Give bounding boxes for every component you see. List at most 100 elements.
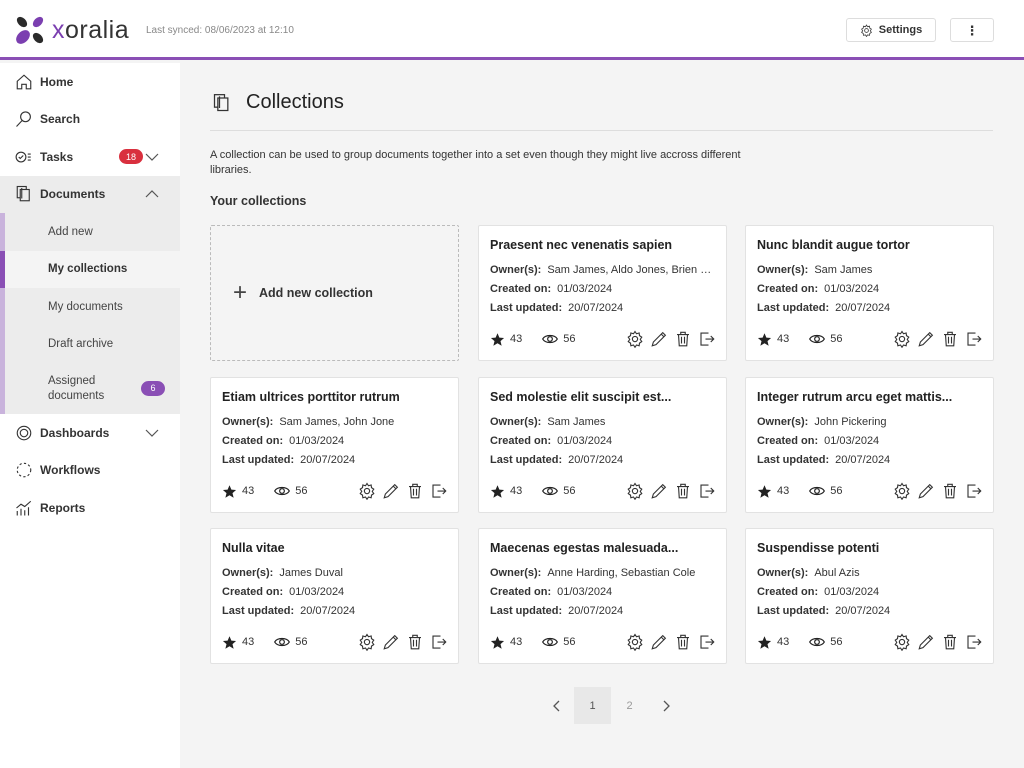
collection-card[interactable]: Nunc blandit augue tortor Owner(s): Sam J… bbox=[745, 225, 994, 361]
previous-page-button[interactable] bbox=[537, 687, 574, 724]
add-collection-button[interactable]: + Add new collection bbox=[210, 225, 459, 361]
edit-icon[interactable] bbox=[917, 482, 935, 500]
sidebar-item-reports[interactable]: Reports bbox=[0, 489, 180, 527]
sidebar-item-search[interactable]: Search bbox=[0, 101, 180, 139]
open-icon[interactable] bbox=[698, 633, 716, 651]
star-count[interactable]: 43 bbox=[222, 635, 254, 650]
trash-icon[interactable] bbox=[941, 633, 959, 651]
collection-title[interactable]: Suspendisse potenti bbox=[757, 541, 880, 555]
star-count[interactable]: 43 bbox=[757, 332, 789, 347]
gear-icon[interactable] bbox=[626, 330, 644, 348]
sidebar-item-documents[interactable]: Documents bbox=[0, 176, 180, 214]
sidebar-item-tasks[interactable]: Tasks 18 bbox=[0, 138, 180, 176]
workflow-icon bbox=[16, 462, 32, 478]
trash-icon[interactable] bbox=[406, 482, 424, 500]
edit-icon[interactable] bbox=[382, 633, 400, 651]
page-title-text: Collections bbox=[246, 91, 344, 113]
gear-icon[interactable] bbox=[626, 633, 644, 651]
sidebar-subitem-draft-archive[interactable]: Draft archive bbox=[0, 325, 180, 363]
collection-card[interactable]: Maecenas egestas malesuada... Owner(s): A… bbox=[478, 528, 727, 664]
star-count[interactable]: 43 bbox=[490, 484, 522, 499]
gear-icon[interactable] bbox=[893, 482, 911, 500]
collection-card[interactable]: Nulla vitae Owner(s): James Duval Created… bbox=[210, 528, 459, 664]
tasks-count-badge: 18 bbox=[119, 149, 143, 165]
owners-row: Owner(s): Abul Azis bbox=[757, 567, 860, 579]
open-icon[interactable] bbox=[698, 482, 716, 500]
header: xoralia Last synced: 08/06/2023 at 12:10… bbox=[0, 0, 1024, 60]
owners-row: Owner(s): James Duval bbox=[222, 567, 343, 579]
owners-row: Owner(s): Anne Harding, Sebastian Cole bbox=[490, 567, 696, 579]
edit-icon[interactable] bbox=[650, 330, 668, 348]
open-icon[interactable] bbox=[965, 482, 983, 500]
collection-title[interactable]: Nulla vitae bbox=[222, 541, 285, 555]
collection-card[interactable]: Sed molestie elit suscipit est... Owner(… bbox=[478, 377, 727, 513]
edit-icon[interactable] bbox=[382, 482, 400, 500]
card-footer: 43 56 bbox=[757, 330, 983, 348]
sidebar-subitem-add-new[interactable]: Add new bbox=[0, 213, 180, 251]
trash-icon[interactable] bbox=[406, 633, 424, 651]
edit-icon[interactable] bbox=[917, 633, 935, 651]
trash-icon[interactable] bbox=[941, 482, 959, 500]
sidebar-subitem-my-documents[interactable]: My documents bbox=[0, 288, 180, 326]
sidebar-label: Reports bbox=[40, 500, 86, 515]
gear-icon[interactable] bbox=[893, 330, 911, 348]
chevron-up-icon[interactable] bbox=[145, 189, 159, 199]
created-row: Created on: 01/03/2024 bbox=[222, 586, 345, 598]
sidebar-subitem-my-collections[interactable]: My collections bbox=[0, 250, 180, 288]
more-options-button[interactable]: ⋮ bbox=[950, 18, 994, 42]
collection-title[interactable]: Nunc blandit augue tortor bbox=[757, 238, 910, 252]
gear-icon[interactable] bbox=[893, 633, 911, 651]
page-button-2[interactable]: 2 bbox=[626, 699, 633, 712]
open-icon[interactable] bbox=[430, 482, 448, 500]
sidebar-subitem-assigned-documents[interactable]: Assigned documents 6 bbox=[0, 363, 180, 414]
collection-card[interactable]: Integer rutrum arcu eget mattis... Owner… bbox=[745, 377, 994, 513]
collection-card[interactable]: Praesent nec venenatis sapien Owner(s): S… bbox=[478, 225, 727, 361]
star-count[interactable]: 43 bbox=[757, 635, 789, 650]
trash-icon[interactable] bbox=[674, 330, 692, 348]
gear-icon[interactable] bbox=[358, 482, 376, 500]
collection-card[interactable]: Suspendisse potenti Owner(s): Abul Azis C… bbox=[745, 528, 994, 664]
edit-icon[interactable] bbox=[917, 330, 935, 348]
settings-button[interactable]: Settings bbox=[846, 18, 936, 42]
eye-icon bbox=[809, 334, 826, 344]
edit-icon[interactable] bbox=[650, 482, 668, 500]
created-row: Created on: 01/03/2024 bbox=[490, 435, 613, 447]
trash-icon[interactable] bbox=[674, 633, 692, 651]
sidebar-label: Assigned documents bbox=[48, 374, 105, 402]
open-icon[interactable] bbox=[430, 633, 448, 651]
sidebar-item-home[interactable]: Home bbox=[0, 63, 180, 101]
star-count[interactable]: 43 bbox=[490, 635, 522, 650]
sidebar-item-workflows[interactable]: Workflows bbox=[0, 452, 180, 490]
sidebar-label: My collections bbox=[48, 263, 128, 276]
collection-title[interactable]: Integer rutrum arcu eget mattis... bbox=[757, 390, 953, 404]
view-count: 56 bbox=[274, 484, 308, 498]
open-icon[interactable] bbox=[965, 330, 983, 348]
gear-icon[interactable] bbox=[626, 482, 644, 500]
more-vertical-icon: ⋮ bbox=[965, 22, 979, 38]
collection-title[interactable]: Sed molestie elit suscipit est... bbox=[490, 390, 672, 404]
open-icon[interactable] bbox=[698, 330, 716, 348]
edit-icon[interactable] bbox=[650, 633, 668, 651]
collection-card[interactable]: Etiam ultrices porttitor rutrum Owner(s)… bbox=[210, 377, 459, 513]
collection-title[interactable]: Praesent nec venenatis sapien bbox=[490, 238, 673, 252]
page-button-1[interactable]: 1 bbox=[574, 687, 611, 724]
card-footer: 43 56 bbox=[222, 482, 448, 500]
open-icon[interactable] bbox=[965, 633, 983, 651]
sidebar-label: Home bbox=[40, 74, 74, 89]
collection-title[interactable]: Maecenas egestas malesuada... bbox=[490, 541, 679, 555]
next-page-button[interactable] bbox=[648, 687, 685, 724]
chevron-down-icon[interactable] bbox=[145, 152, 159, 162]
star-count[interactable]: 43 bbox=[757, 484, 789, 499]
star-icon bbox=[757, 332, 772, 346]
sidebar-item-dashboards[interactable]: Dashboards bbox=[0, 414, 180, 452]
collection-title[interactable]: Etiam ultrices porttitor rutrum bbox=[222, 390, 400, 404]
gear-icon[interactable] bbox=[358, 633, 376, 651]
trash-icon[interactable] bbox=[674, 482, 692, 500]
star-icon bbox=[490, 484, 505, 498]
logo[interactable]: xoralia bbox=[14, 14, 129, 46]
star-count[interactable]: 43 bbox=[222, 484, 254, 499]
star-icon bbox=[490, 332, 505, 346]
trash-icon[interactable] bbox=[941, 330, 959, 348]
chevron-down-icon[interactable] bbox=[145, 428, 159, 438]
star-count[interactable]: 43 bbox=[490, 332, 522, 347]
